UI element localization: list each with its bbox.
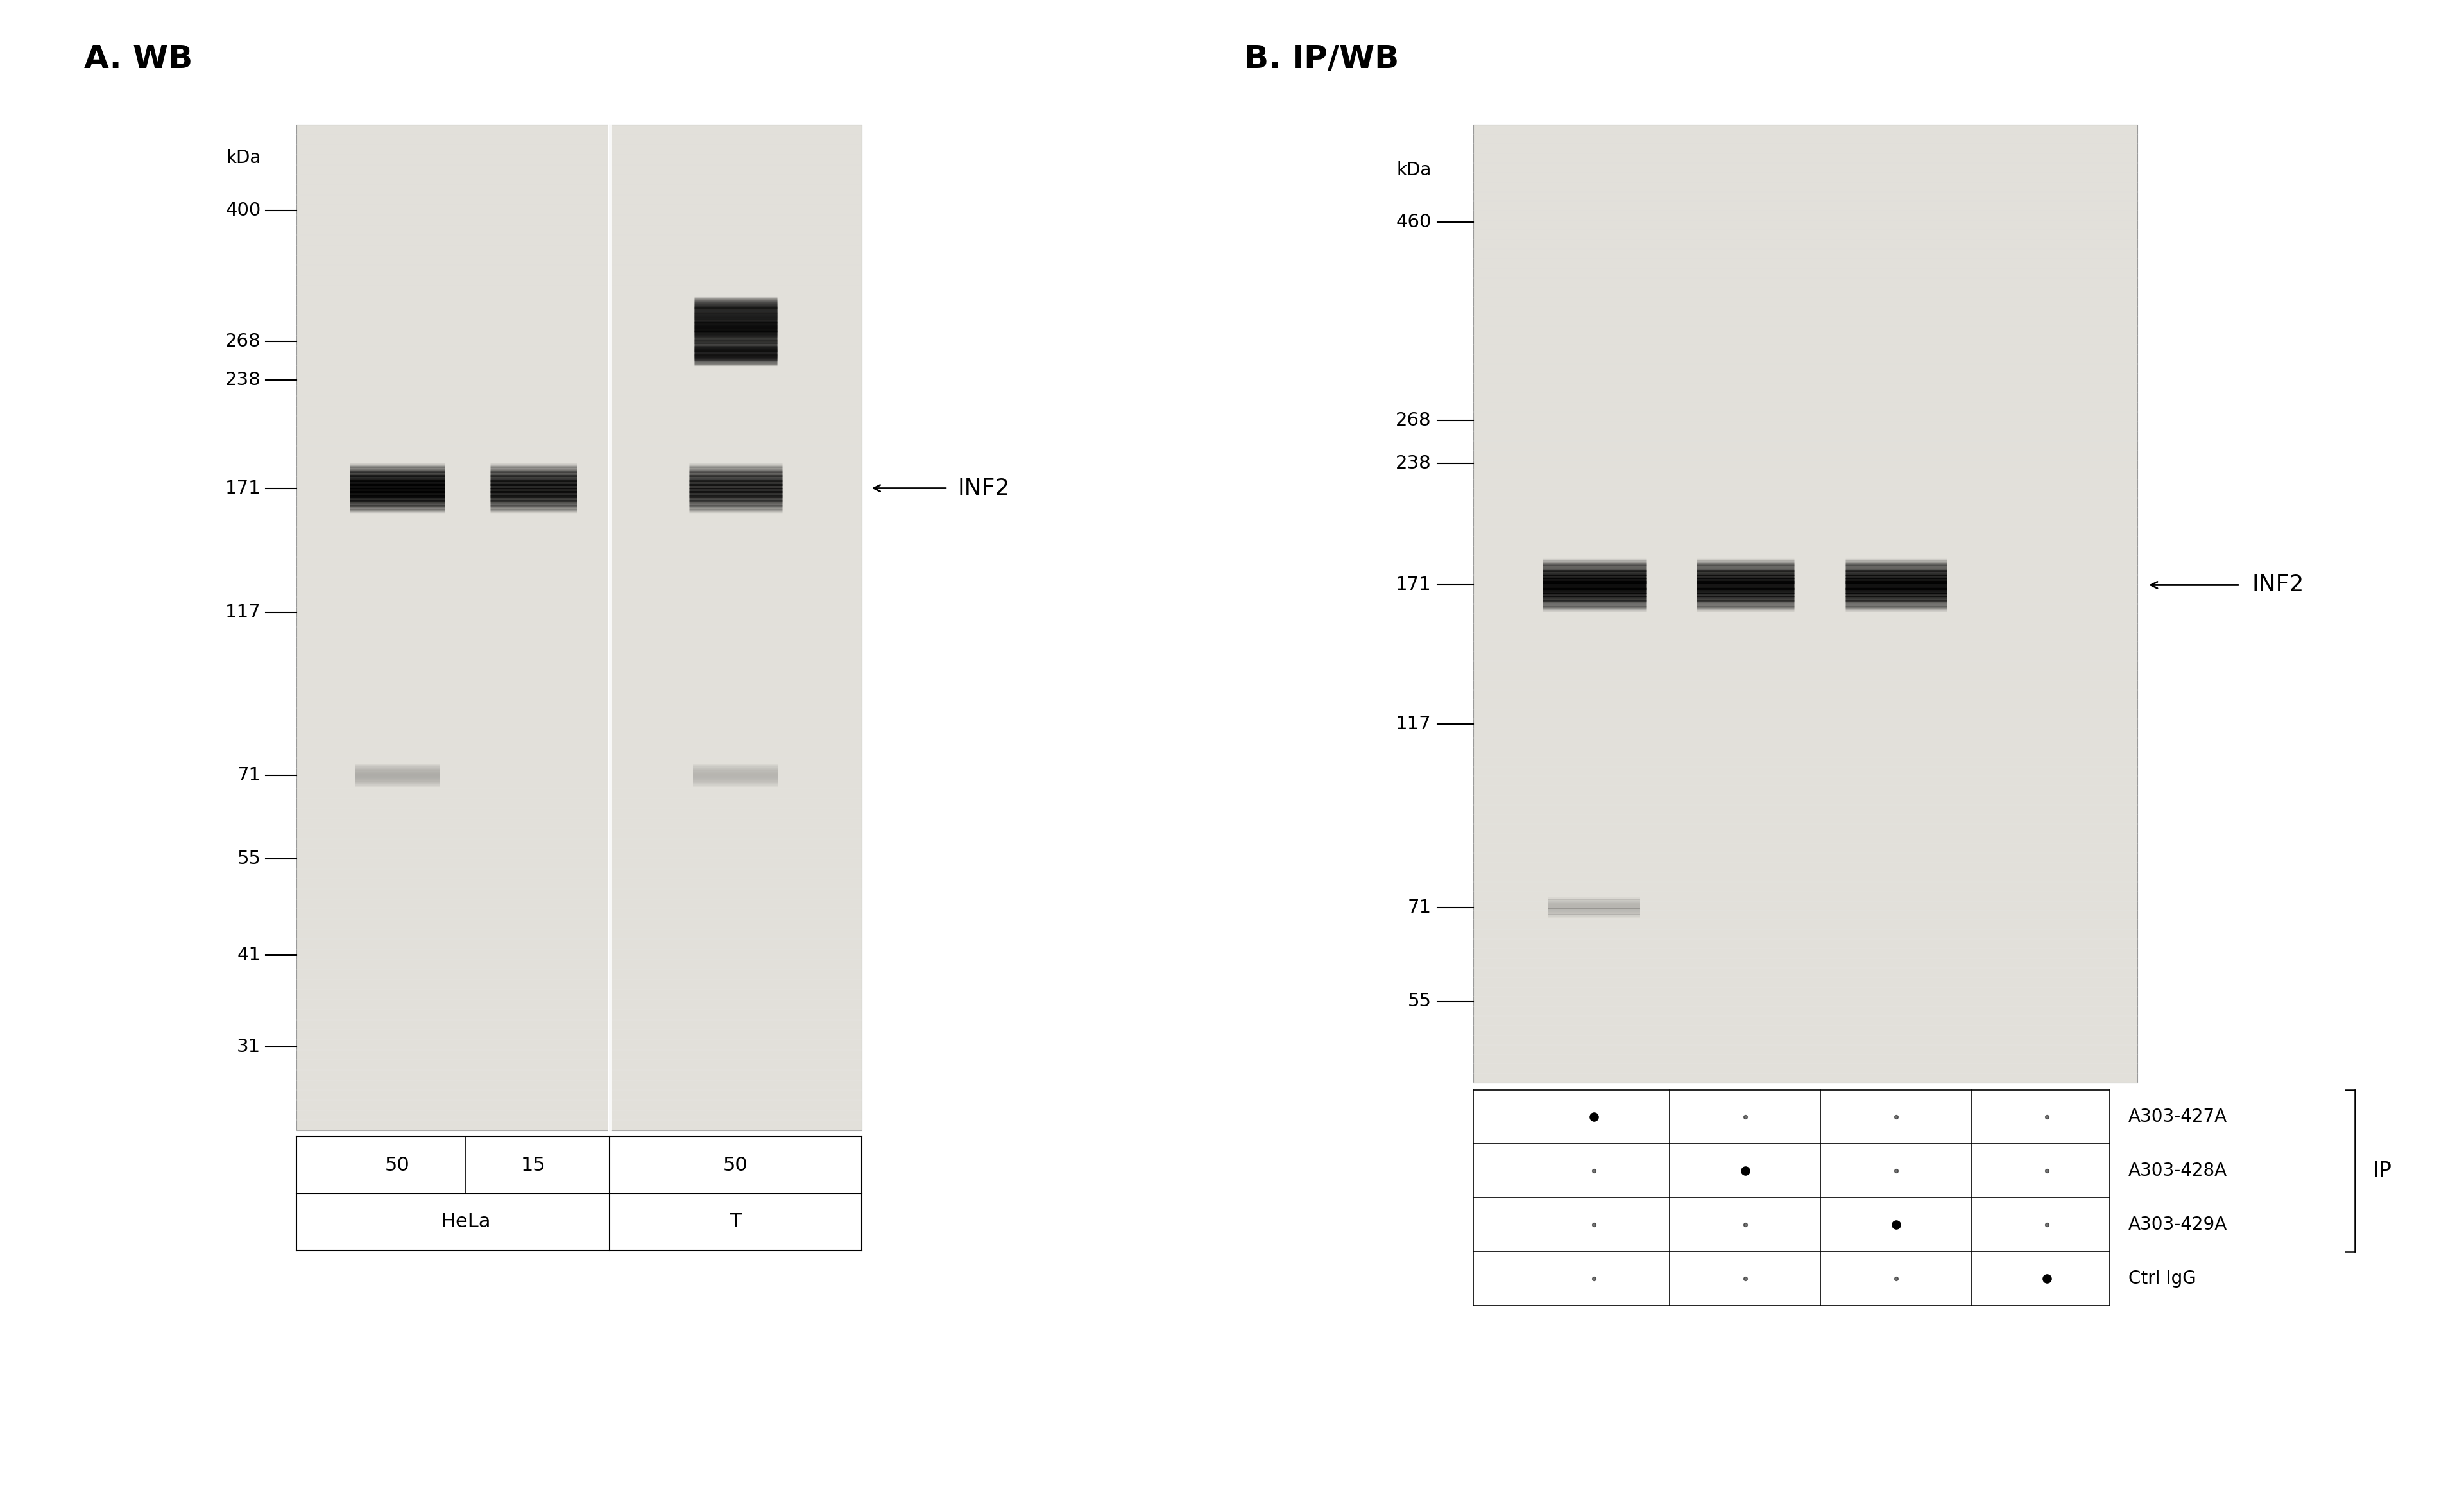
Text: 50: 50 (384, 1156, 409, 1174)
Point (1878, 1266, 1917, 1290)
Text: 400: 400 (224, 201, 261, 219)
Text: 55: 55 (237, 850, 261, 869)
Point (1725, 1266, 1764, 1290)
Text: A303-428A: A303-428A (2129, 1162, 2227, 1179)
Text: IP: IP (2373, 1160, 2393, 1182)
Point (1878, 1158, 1917, 1182)
Point (2028, 1104, 2067, 1128)
Text: 238: 238 (1395, 454, 1432, 472)
Point (1574, 1158, 1614, 1182)
Bar (1473, 125, 2136, 1083)
Point (1878, 1104, 1917, 1128)
Text: HeLa: HeLa (441, 1212, 490, 1232)
Text: 71: 71 (1407, 899, 1432, 917)
Text: kDa: kDa (227, 148, 261, 166)
Point (2028, 1158, 2067, 1182)
Text: 268: 268 (1395, 411, 1432, 429)
Text: 171: 171 (224, 479, 261, 497)
Point (1574, 1104, 1614, 1128)
Point (2028, 1212, 2067, 1236)
Text: 41: 41 (237, 946, 261, 965)
Text: A303-427A: A303-427A (2129, 1108, 2227, 1125)
Text: 71: 71 (237, 767, 261, 785)
Text: 50: 50 (724, 1156, 749, 1174)
Text: A303-429A: A303-429A (2129, 1216, 2227, 1233)
Text: kDa: kDa (1397, 160, 1432, 178)
Text: B. IP/WB: B. IP/WB (1244, 44, 1400, 75)
Text: 117: 117 (224, 603, 261, 621)
Text: 117: 117 (1395, 716, 1432, 734)
Point (1574, 1266, 1614, 1290)
Text: INF2: INF2 (2252, 574, 2304, 596)
Text: 15: 15 (522, 1156, 547, 1174)
Text: INF2: INF2 (958, 477, 1010, 500)
Point (1725, 1104, 1764, 1128)
Point (1725, 1212, 1764, 1236)
Point (2028, 1266, 2067, 1290)
Text: 268: 268 (224, 333, 261, 350)
Point (1725, 1158, 1764, 1182)
Text: T: T (729, 1212, 742, 1232)
Text: Ctrl IgG: Ctrl IgG (2129, 1270, 2195, 1287)
Point (1878, 1212, 1917, 1236)
Text: 460: 460 (1395, 213, 1432, 231)
Bar (296, 125, 862, 1131)
Text: 238: 238 (224, 371, 261, 388)
Text: 31: 31 (237, 1038, 261, 1056)
Text: 171: 171 (1395, 576, 1432, 594)
Text: 55: 55 (1407, 992, 1432, 1010)
Point (1574, 1212, 1614, 1236)
Text: A. WB: A. WB (84, 44, 192, 75)
